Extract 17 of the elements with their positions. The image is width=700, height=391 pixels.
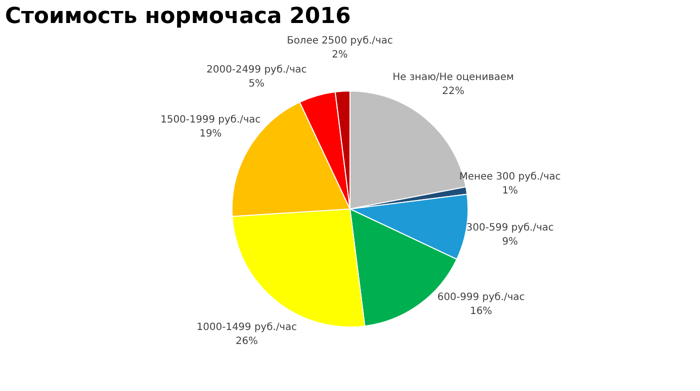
chart-title: Стоимость нормочаса 2016	[5, 4, 351, 29]
slice-label: Более 2500 руб./час	[286, 35, 393, 46]
data-label: 1%	[502, 186, 518, 197]
data-label: 22%	[442, 86, 464, 98]
data-label: 26%	[236, 336, 258, 347]
slice-label: 2000-2499 руб./час	[206, 64, 307, 76]
slice-label: Менее 300 руб./час	[459, 172, 561, 183]
data-label: 2%	[332, 49, 348, 60]
slice-label: Не знаю/Не оцениваем	[392, 72, 514, 84]
data-label: 19%	[199, 128, 222, 140]
data-label: 9%	[502, 236, 518, 248]
data-label: 16%	[470, 306, 492, 318]
data-label: 5%	[248, 78, 265, 90]
slice-label: 1500-1999 руб./час	[160, 114, 261, 126]
slice-label: 1000-1499 руб./час	[196, 322, 297, 333]
slice-label: 300-599 руб./час	[466, 222, 554, 234]
slice-label: 600-999 руб./час	[437, 292, 525, 304]
